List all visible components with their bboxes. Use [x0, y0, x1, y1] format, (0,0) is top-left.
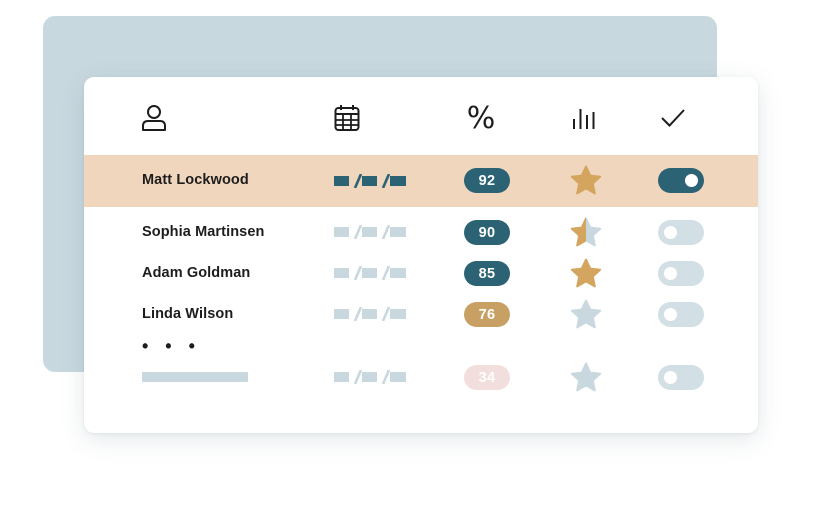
star-empty-icon: [570, 362, 602, 392]
date-placeholder: [334, 266, 406, 280]
percent-icon[interactable]: %: [461, 100, 501, 136]
table-row[interactable]: Matt Lockwood 92: [84, 155, 758, 207]
leaderboard-card: % Matt Lockwood 92: [84, 77, 758, 433]
table-row[interactable]: Adam Goldman 85: [84, 258, 758, 289]
date-placeholder: [334, 307, 406, 321]
name-placeholder-bar: [142, 372, 248, 382]
user-icon[interactable]: [134, 101, 174, 135]
toggle-knob: [685, 174, 698, 187]
toggle-knob: [664, 371, 677, 384]
checkmark-icon[interactable]: [653, 101, 693, 135]
table-row[interactable]: Sophia Martinsen 90: [84, 217, 758, 248]
score-badge: 92: [464, 168, 510, 193]
player-name: Linda Wilson: [142, 306, 234, 322]
toggle-knob: [664, 226, 677, 239]
table-row[interactable]: 34: [84, 362, 758, 392]
date-placeholder: [334, 370, 406, 384]
bar-chart-icon[interactable]: [564, 101, 604, 135]
toggle-switch-on[interactable]: [658, 168, 704, 193]
score-badge: 85: [464, 261, 510, 286]
star-full-icon: [570, 258, 602, 288]
toggle-switch-off[interactable]: [658, 261, 704, 286]
table-row[interactable]: Linda Wilson 76: [84, 299, 758, 330]
percent-label: %: [466, 100, 496, 136]
player-name: Sophia Martinsen: [142, 224, 265, 240]
date-placeholder: [334, 225, 406, 239]
more-rows-indicator: • • •: [142, 336, 201, 356]
toggle-switch-off[interactable]: [658, 220, 704, 245]
score-badge: 76: [464, 302, 510, 327]
toggle-knob: [664, 267, 677, 280]
star-empty-icon: [570, 299, 602, 329]
player-name: Matt Lockwood: [142, 172, 249, 188]
score-badge: 34: [464, 365, 510, 390]
calendar-icon[interactable]: [327, 101, 367, 135]
player-name: Adam Goldman: [142, 265, 251, 281]
date-placeholder: [334, 174, 406, 188]
toggle-knob: [664, 308, 677, 321]
toggle-switch-off[interactable]: [658, 365, 704, 390]
star-full-icon: [570, 165, 602, 195]
star-half-icon: [570, 217, 602, 247]
toggle-switch-off[interactable]: [658, 302, 704, 327]
score-badge: 90: [464, 220, 510, 245]
